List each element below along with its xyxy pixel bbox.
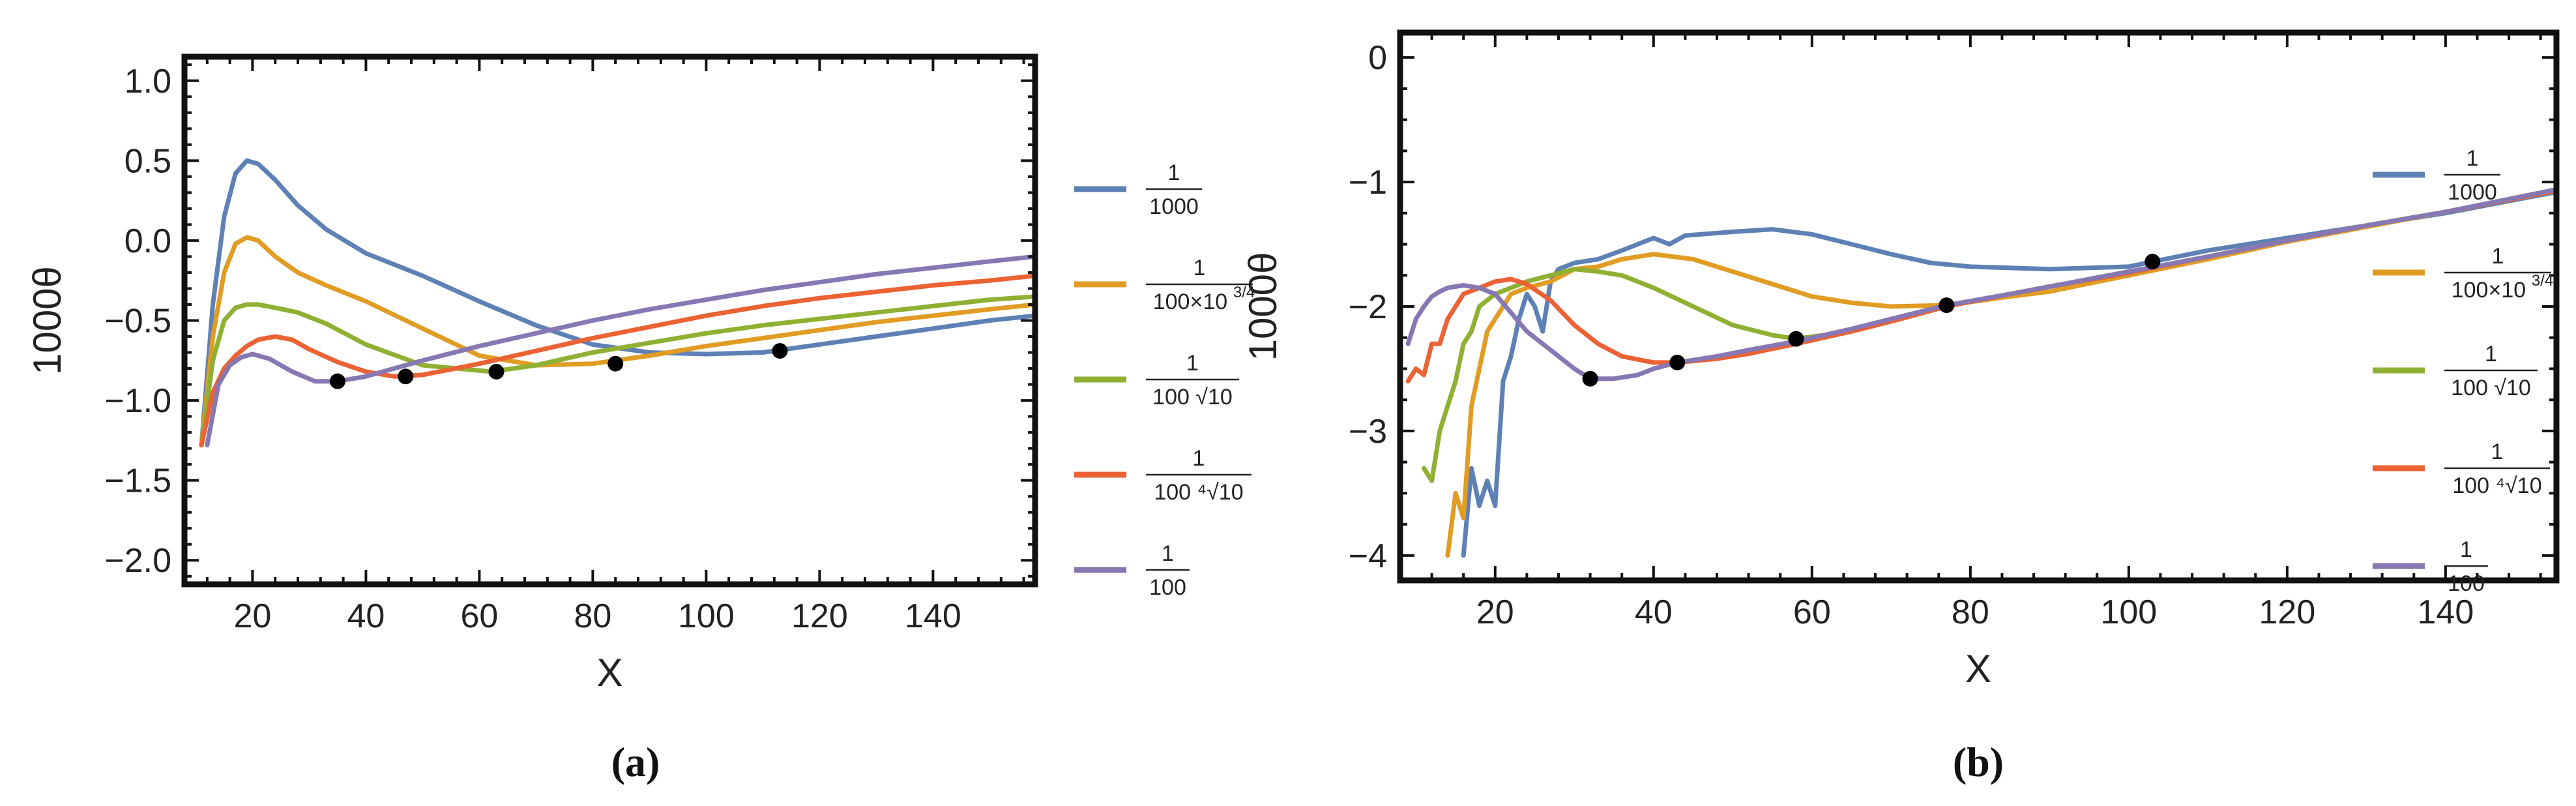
plot-frame — [1397, 29, 2560, 584]
x-tick-label: 80 — [574, 597, 611, 635]
legend-denominator: 1000 — [2448, 180, 2497, 205]
minimum-marker-3 — [1788, 331, 1804, 347]
y-tick-label: −2.0 — [104, 542, 171, 580]
legend-item-4: 1 100 ⁴√10 — [2373, 440, 2550, 498]
legend-item-1: 1 1000 — [2373, 146, 2500, 205]
legend-exponent: 3/4 — [1233, 284, 1255, 301]
x-tick-label: 60 — [1793, 593, 1831, 631]
legend-numerator: 1 — [1168, 160, 1180, 185]
minimum-marker-5 — [1582, 370, 1598, 387]
legend-item-2: 1 100×10 3/4 — [2373, 244, 2553, 303]
y-tick-label: −3 — [1349, 413, 1387, 451]
x-tick-label: 20 — [233, 597, 271, 635]
legend-item-1: 1 1000 — [1074, 160, 1202, 219]
y-tick-label: −1.5 — [104, 462, 171, 500]
minimum-marker-2 — [1939, 297, 1955, 314]
y-tick-label: −1.0 — [104, 382, 171, 420]
legend-denominator: 100 ⁴√10 — [2452, 473, 2541, 498]
series-line-2 — [199, 235, 1035, 448]
minimum-marker-1 — [772, 343, 788, 359]
y-tick-label: −1 — [1349, 164, 1387, 202]
series-line-5 — [205, 254, 1035, 448]
legend-denominator: 100 — [2448, 571, 2485, 596]
x-tick-label: 120 — [2259, 593, 2315, 631]
legend-denominator: 100 — [1149, 575, 1186, 600]
series-line-1 — [199, 158, 1035, 448]
series-line-5 — [1405, 187, 2556, 381]
legend-item-2: 1 100×10 3/4 — [1074, 256, 1255, 314]
series-line-1 — [1461, 189, 2556, 558]
legend-numerator: 1 — [1193, 446, 1205, 471]
y-tick-label: −2 — [1349, 288, 1387, 326]
y-tick-label: 0.5 — [124, 142, 171, 180]
x-tick-label: 120 — [791, 597, 848, 635]
series-line-3 — [1422, 188, 2556, 483]
legend-exponent: 3/4 — [2532, 272, 2553, 290]
x-tick-label: 140 — [2418, 593, 2474, 631]
panel-b: 20 40 60 80 100 120 1400−1−2−3−4X1000θ11000110… — [1241, 29, 2560, 785]
legend-denominator: 1000 — [1149, 194, 1199, 219]
minimum-marker-5 — [329, 373, 345, 389]
ticks — [183, 57, 1035, 584]
x-axis-label: X — [596, 651, 622, 694]
y-tick-label: 0.0 — [124, 222, 171, 260]
x-tick-label: 40 — [1635, 593, 1673, 631]
x-tick-label: 40 — [347, 597, 385, 635]
panel-a: 20 40 60 80 100 120 140 1.0 0.5 0.0 −0.5 −1.0 −1.5 −2… — [25, 53, 1255, 785]
minimum-marker-3 — [488, 363, 505, 380]
y-tick-label: −4 — [1349, 537, 1387, 575]
y-axis-label: 1000θ — [25, 266, 69, 375]
legend-numerator: 1 — [1162, 541, 1174, 566]
legend-denominator: 100 √10 — [2451, 376, 2531, 400]
legend-denominator: 100 ⁴√10 — [1154, 480, 1243, 505]
legend-numerator: 1 — [1193, 256, 1205, 280]
minimum-marker-1 — [2144, 254, 2161, 270]
legend-numerator: 1 — [2491, 244, 2504, 269]
plot-area — [199, 158, 1035, 448]
legend-numerator: 1 — [2485, 342, 2497, 366]
legend-item-3: 1 100 √10 — [2373, 342, 2538, 400]
x-tick-label: 100 — [678, 597, 735, 635]
x-tick-label: 100 — [2100, 593, 2157, 631]
minimum-marker-4 — [398, 368, 414, 385]
y-tick-label: −0.5 — [104, 303, 171, 340]
legend-item-3: 1 100 √10 — [1074, 351, 1239, 410]
panel-caption: (b) — [1953, 739, 2004, 785]
y-tick-label: 0 — [1368, 39, 1387, 77]
series-line-2 — [1445, 188, 2556, 558]
panel-caption: (a) — [611, 739, 660, 785]
legend-denominator: 100×10 — [2452, 278, 2526, 303]
x-axis-label: X — [1965, 647, 1991, 691]
minimum-marker-2 — [607, 355, 624, 372]
legend-numerator: 1 — [2466, 146, 2479, 171]
x-tick-label: 60 — [460, 597, 498, 635]
x-tick-label: 20 — [1476, 593, 1514, 631]
legend-denominator: 100×10 — [1153, 290, 1227, 314]
legend-item-4: 1 100 ⁴√10 — [1074, 446, 1251, 505]
x-tick-label: 80 — [1952, 593, 1989, 631]
series-line-4 — [1405, 188, 2556, 383]
legend-numerator: 1 — [2491, 440, 2504, 464]
legend-denominator: 100 √10 — [1152, 385, 1233, 410]
y-axis-label: 1000θ — [1241, 252, 1285, 361]
ticks — [1399, 33, 2556, 580]
legend-numerator: 1 — [2460, 537, 2472, 562]
minimum-marker-4 — [1669, 354, 1686, 370]
y-tick-label: 1.0 — [124, 63, 171, 100]
x-tick-label: 140 — [905, 597, 961, 635]
legend-numerator: 1 — [1186, 351, 1199, 376]
plot-area — [1405, 187, 2556, 558]
